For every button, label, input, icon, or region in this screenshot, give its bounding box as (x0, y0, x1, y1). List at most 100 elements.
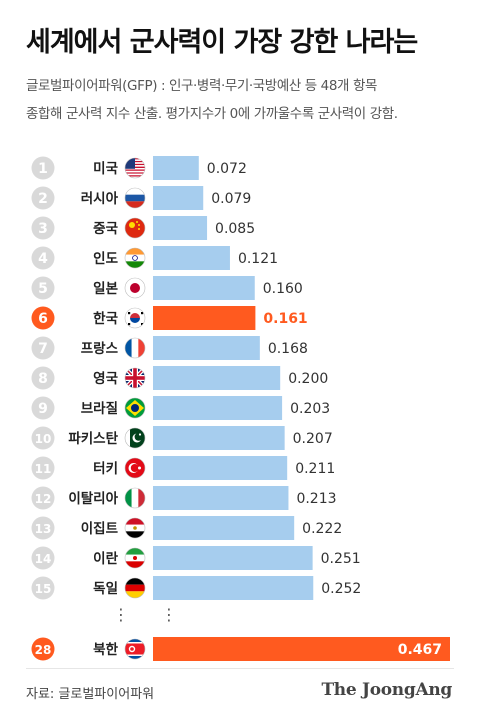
value-label: 0.203 (290, 401, 330, 417)
rank-label: 6 (38, 311, 48, 327)
value-label: 0.079 (211, 191, 251, 207)
rank-label: 3 (38, 221, 48, 237)
value-label: 0.161 (263, 311, 307, 327)
country-label: 파키스탄 (68, 430, 118, 447)
rank-label: 12 (35, 492, 52, 506)
germany-flag-icon (124, 577, 146, 599)
rank-circle (31, 576, 55, 600)
china-flag-icon (124, 217, 146, 239)
north-korea-flag-icon (124, 638, 146, 660)
bar (153, 637, 450, 661)
rank-label: 9 (38, 401, 48, 417)
value-label: 0.251 (321, 551, 361, 567)
japan-flag-icon (124, 277, 146, 299)
italy-flag-icon (124, 487, 146, 509)
country-label: 러시아 (81, 190, 119, 207)
country-label: 북한 (93, 642, 118, 658)
subtitle-line-1: 글로벌파이어파워(GFP) : 인구·병력·무기·국방예산 등 48개 항목 (26, 78, 377, 94)
country-label: 인도 (93, 250, 118, 267)
country-label: 이탈리아 (68, 490, 118, 507)
bar-row-14: 14 이란 0.251 (31, 546, 361, 570)
value-label: 0.213 (296, 491, 336, 507)
rank-label: 5 (38, 281, 48, 297)
country-label: 이집트 (81, 520, 119, 537)
bar-row-7: 7 프랑스 0.168 (31, 336, 308, 360)
value-label: 0.085 (215, 221, 255, 237)
chart-subtitle: 글로벌파이어파워(GFP) : 인구·병력·무기·국방예산 등 48개 항목 종… (26, 72, 398, 128)
country-label: 독일 (93, 581, 118, 597)
rank-circle (31, 276, 55, 300)
rank-label: 4 (38, 251, 48, 267)
bar (153, 246, 230, 270)
rank-label: 7 (38, 341, 48, 357)
source-note: 자료: 글로벌파이어파워 (26, 687, 155, 702)
value-label: 0.121 (238, 251, 278, 267)
rank-circle (31, 186, 55, 210)
bar-row-11: 11 터키 0.211 (31, 456, 335, 480)
rank-circle (31, 156, 55, 180)
country-label: 브라질 (81, 401, 118, 417)
usa-flag-icon (124, 157, 146, 179)
bar (153, 186, 204, 210)
russia-flag-icon (124, 187, 146, 209)
bar-row-3: 3 중국 0.085 (31, 216, 255, 240)
value-label: 0.211 (295, 461, 335, 477)
rank-label: 8 (38, 371, 48, 387)
bar (153, 306, 256, 330)
bar (153, 276, 255, 300)
value-label: 0.467 (398, 642, 442, 658)
rank-circle (31, 637, 55, 661)
turkey-flag-icon (124, 457, 146, 479)
bar-row-2: 2 러시아 0.079 (31, 186, 251, 210)
korea-flag-icon (124, 307, 146, 329)
bar-row-13: 13 이집트 0.222 (31, 516, 342, 540)
country-label: 터키 (93, 461, 118, 477)
value-label: 0.222 (302, 521, 342, 537)
france-flag-icon (124, 337, 146, 359)
brazil-flag-icon (124, 397, 146, 419)
rank-label: 2 (38, 191, 48, 207)
country-label: 일본 (93, 281, 118, 297)
bar (153, 516, 295, 540)
value-label: 0.072 (207, 161, 247, 177)
country-label: 중국 (93, 221, 118, 237)
bar-row-10: 10 파키스탄 0.207 (31, 426, 333, 450)
bar-row-15: 15 독일 0.252 (31, 576, 361, 600)
value-label: 0.168 (268, 341, 308, 357)
rank-circle (31, 246, 55, 270)
iran-flag-icon (124, 547, 146, 569)
ellipsis-marker: ⋮ (113, 605, 129, 624)
rank-circle (31, 546, 55, 570)
bar (153, 456, 288, 480)
rank-label: 11 (35, 462, 52, 476)
bar (153, 396, 283, 420)
subtitle-line-2: 종합해 군사력 지수 산출. 평가지수가 0에 가까울수록 군사력이 강함. (26, 106, 398, 122)
rank-circle (31, 216, 55, 240)
value-label: 0.160 (263, 281, 303, 297)
bar (153, 546, 313, 570)
bar-row-9: 9 브라질 0.203 (31, 396, 330, 420)
bar (153, 576, 314, 600)
rank-circle (31, 336, 55, 360)
bar (153, 156, 199, 180)
egypt-flag-icon (124, 517, 146, 539)
bar-row-5: 5 일본 0.160 (31, 276, 303, 300)
uk-flag-icon (124, 367, 146, 389)
rank-circle (31, 456, 55, 480)
bar-row-8: 8 영국 0.200 (31, 366, 328, 390)
bar (153, 336, 260, 360)
rank-circle (31, 396, 55, 420)
rank-circle (31, 516, 55, 540)
india-flag-icon (124, 247, 146, 269)
pakistan-flag-icon (124, 427, 146, 449)
rank-circle (31, 366, 55, 390)
country-label: 이란 (93, 550, 118, 567)
chart-title: 세계에서 군사력이 가장 강한 나라는 (26, 27, 418, 58)
value-label: 0.207 (293, 431, 333, 447)
value-label: 0.252 (321, 581, 361, 597)
ellipsis-marker: ⋮ (161, 605, 177, 624)
brand-logo: The JoongAng (321, 680, 452, 700)
rank-label: 13 (35, 522, 52, 536)
bar (153, 366, 281, 390)
